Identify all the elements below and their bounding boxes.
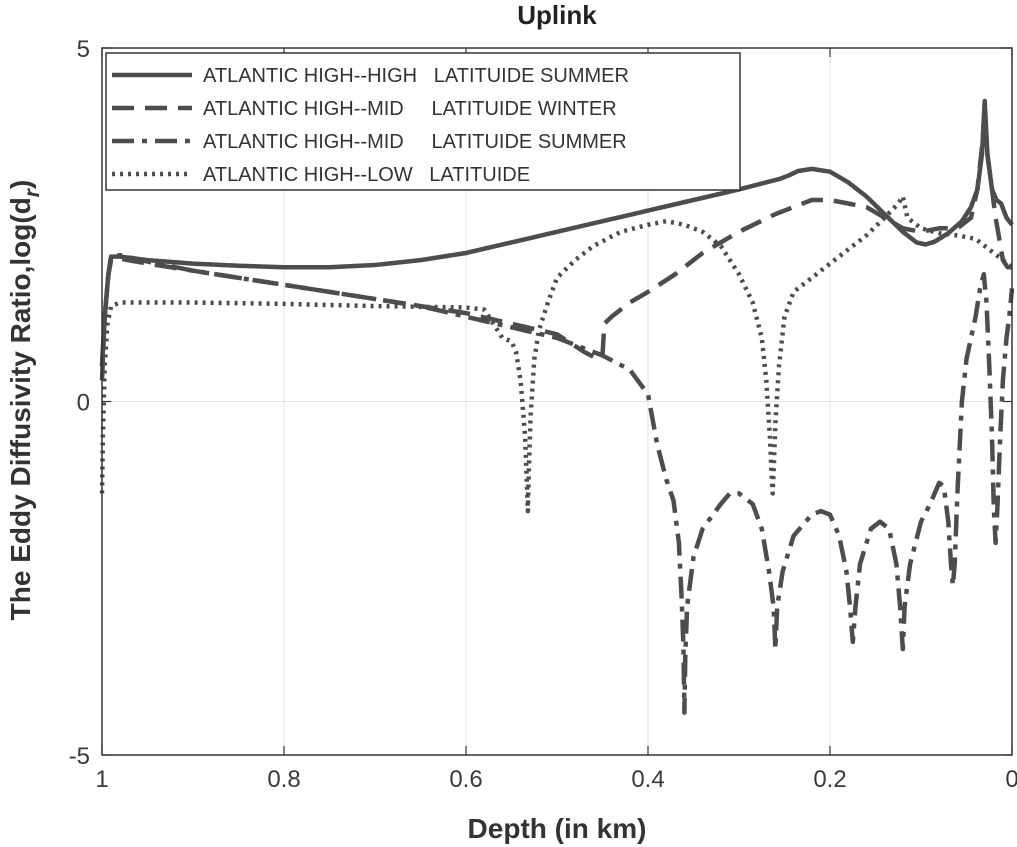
y-tick-label: 5	[77, 36, 90, 63]
legend: ATLANTIC HIGH--HIGH LATITUIDE SUMMER ATLA…	[105, 52, 741, 191]
series-line-solid	[99, 98, 1014, 367]
x-tick-label: 0.2	[813, 766, 846, 793]
chart-title: Uplink	[517, 0, 597, 30]
series-line-dotted	[99, 194, 1014, 514]
legend-box	[105, 52, 741, 191]
y-axis-label-main: The Eddy Diffusivity Ratio,log(d	[5, 197, 36, 620]
y-axis-label: The Eddy Diffusivity Ratio,log(dr)	[5, 180, 44, 621]
y-tick-label: -5	[69, 743, 90, 770]
legend-label: ATLANTIC HIGH--MID LATITUIDE SUMMER	[203, 131, 627, 153]
x-axis-label: Depth (in km)	[468, 813, 647, 844]
y-tick-label: 0	[77, 390, 90, 417]
x-tick-label: 1	[95, 766, 108, 793]
x-tick-label: 0.8	[267, 766, 300, 793]
legend-label: ATLANTIC HIGH--HIGH LATITUIDE SUMMER	[203, 65, 629, 87]
legend-label: ATLANTIC HIGH--LOW LATITUIDE	[203, 164, 530, 186]
legend-label: ATLANTIC HIGH--MID LATITUIDE WINTER	[203, 98, 617, 120]
x-tick-label: 0.4	[631, 766, 664, 793]
x-tick-label: 0.6	[449, 766, 482, 793]
y-axis-label-close: )	[5, 180, 36, 189]
series-lines	[99, 98, 1015, 715]
x-tick-label: 0	[1005, 766, 1017, 793]
y-axis-label-subscript: r	[21, 187, 44, 197]
series-line-dashdot	[99, 252, 1015, 715]
